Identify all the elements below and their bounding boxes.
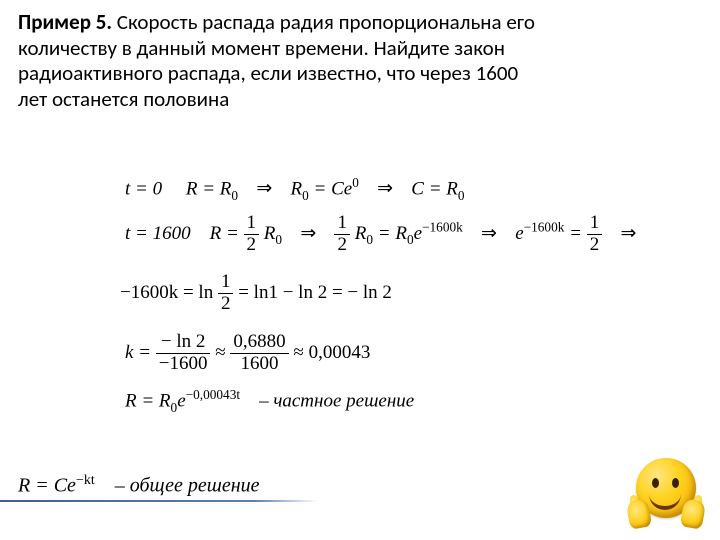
eq1-Rsub: 0 (231, 188, 238, 203)
eq5-note: – частное решение (254, 390, 414, 411)
eq2-R0a: R (264, 223, 276, 244)
eq1-arrow2: ⇒ (373, 177, 397, 200)
eq1-t: t = 0 (125, 178, 162, 199)
eq2-mid: = R (373, 223, 407, 244)
eq1-R: R = R (186, 178, 232, 199)
thumbs-up-emoji-icon (630, 458, 702, 530)
eq2-e2: e (515, 223, 523, 244)
eq1-R0: R (290, 178, 302, 199)
equation-line-1: t = 0 R = R0 ⇒ R0 = Ce0 ⇒ C = R0 (125, 175, 465, 203)
eq2-R0b: R (355, 223, 367, 244)
problem-statement: Пример 5. Скорость распада радия пропорц… (18, 10, 548, 112)
eq1-arrow1: ⇒ (252, 177, 276, 200)
eq2-arrow1: ⇒ (296, 222, 320, 245)
eq2-arrow3: ⇒ (616, 222, 640, 245)
equation-line-2: t = 1600 R = 1 2 R0 ⇒ 1 2 R0 = R0e−1600k… (125, 213, 640, 256)
equation-general: R = Ce−kt – общее решение (18, 473, 260, 498)
example-label: Пример 5. (18, 9, 112, 35)
eq2-frac1: 1 2 (244, 213, 260, 256)
eq1-Ce: = Ce (309, 178, 352, 199)
eq3-mid: = ln1 − ln 2 = − ln 2 (238, 282, 392, 303)
eq2-t: t = 1600 (125, 223, 191, 244)
eq1-R0sub: 0 (302, 188, 309, 203)
eqg-note: – общее решение (110, 475, 260, 497)
equation-line-4: k = − ln 2 −1600 ≈ 0,6880 1600 ≈ 0,00043 (125, 332, 370, 375)
footer-divider (0, 500, 318, 502)
eq4-k: k = (125, 342, 156, 363)
eqg-R: R = Ce (18, 475, 76, 497)
eq2-frac3: 1 2 (587, 213, 603, 256)
equation-line-3: −1600k = ln 1 2 = ln1 − ln 2 = − ln 2 (120, 272, 392, 315)
eq4-frac1: − ln 2 −1600 (156, 332, 211, 375)
eq5-R: R = R (125, 390, 171, 411)
eq2-eqr: = (564, 223, 586, 244)
eq2-arrow2: ⇒ (477, 222, 501, 245)
eq3-frac: 1 2 (218, 272, 234, 315)
eq2-frac2: 1 2 (334, 213, 350, 256)
eq4-approx1: ≈ (215, 342, 230, 363)
eq1-Csub: 0 (458, 188, 465, 203)
equation-line-5: R = R0e−0,00043t – частное решение (125, 387, 414, 415)
eq2-R: R = (210, 223, 244, 244)
eq1-exp0: 0 (352, 175, 359, 190)
eq4-approx2: ≈ 0,00043 (293, 342, 370, 363)
slide: Пример 5. Скорость распада радия пропорц… (0, 0, 720, 540)
eq4-frac2: 0,6880 1600 (230, 332, 288, 375)
eq1-C: C = R (411, 178, 458, 199)
eq3-lhs: −1600k = ln (120, 282, 213, 303)
eq2-e1: e (414, 223, 422, 244)
